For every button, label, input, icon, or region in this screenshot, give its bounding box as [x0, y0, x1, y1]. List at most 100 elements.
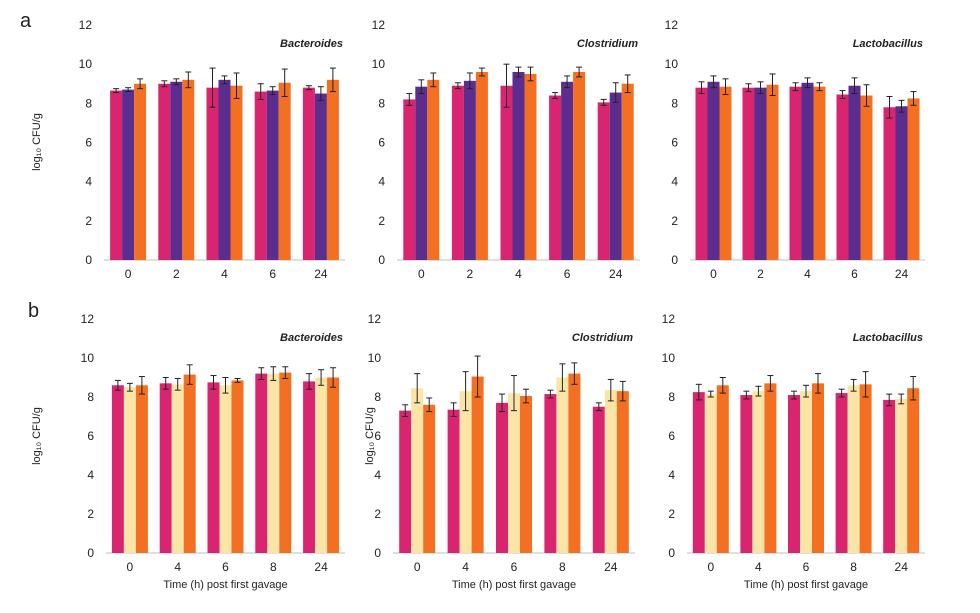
bar — [895, 398, 908, 553]
x-tick-label: 6 — [511, 560, 518, 574]
bar — [752, 391, 765, 553]
x-tick-label: 4 — [515, 267, 522, 281]
x-tick-label: 4 — [174, 560, 181, 574]
y-tick-label: 0 — [668, 546, 675, 560]
bar — [403, 99, 416, 261]
chart-title: Lactobacillus — [853, 332, 923, 344]
bar — [411, 388, 424, 553]
y-axis-label: log₁₀ CFU/g — [31, 407, 43, 465]
y-tick-label: 4 — [87, 468, 94, 482]
bar — [123, 387, 136, 553]
chart-title: Bacteroides — [280, 38, 343, 50]
y-tick-label: 2 — [85, 214, 92, 228]
bar — [135, 385, 148, 553]
bar — [561, 81, 574, 261]
x-tick-label: 0 — [414, 560, 421, 574]
bar — [218, 79, 231, 260]
y-tick-label: 0 — [374, 546, 381, 560]
bar — [278, 82, 291, 260]
bar — [314, 93, 327, 261]
bar — [266, 90, 279, 261]
x-tick-label: 24 — [314, 267, 328, 281]
bar — [158, 83, 171, 260]
chart-title: Clostridium — [577, 38, 638, 50]
x-tick-label: 24 — [604, 560, 618, 574]
bar — [544, 394, 557, 553]
bar — [447, 409, 460, 553]
bar — [549, 95, 562, 260]
y-tick-label: 8 — [87, 390, 94, 404]
bar — [302, 87, 315, 261]
x-axis-label: Time (h) post first gavage — [163, 579, 287, 591]
bar — [496, 402, 508, 553]
bar — [327, 377, 340, 553]
y-tick-label: 2 — [374, 507, 381, 521]
bar — [159, 383, 172, 553]
bar — [512, 72, 525, 260]
bar — [883, 399, 896, 553]
bar — [500, 85, 513, 260]
bar — [110, 90, 123, 261]
x-tick-label: 0 — [707, 560, 714, 574]
y-tick-label: 0 — [85, 253, 92, 267]
bar — [279, 372, 292, 553]
bar — [255, 373, 268, 553]
x-tick-label: 4 — [462, 560, 469, 574]
x-tick-label: 6 — [803, 560, 810, 574]
bar — [895, 106, 908, 260]
bar — [303, 381, 316, 553]
bar — [399, 410, 412, 553]
x-tick-label: 24 — [314, 560, 328, 574]
y-tick-label: 8 — [85, 96, 92, 110]
chart-title: Clostridium — [572, 332, 633, 344]
bar — [740, 395, 753, 553]
y-tick-label: 10 — [665, 57, 679, 71]
panel-letter-a: a — [20, 10, 32, 32]
bar — [716, 385, 729, 553]
y-tick-label: 2 — [668, 507, 675, 521]
x-tick-label: 6 — [851, 267, 858, 281]
y-tick-label: 2 — [87, 507, 94, 521]
bar — [812, 383, 824, 553]
y-tick-label: 0 — [671, 253, 678, 267]
y-tick-label: 10 — [368, 351, 382, 365]
x-tick-label: 4 — [755, 560, 762, 574]
bar — [695, 87, 708, 261]
bar — [847, 385, 860, 553]
bar — [907, 98, 920, 260]
bar — [206, 87, 219, 261]
bar — [267, 373, 280, 553]
x-tick-label: 0 — [125, 267, 132, 281]
y-axis-label: log₁₀ CFU/g — [31, 113, 43, 171]
x-tick-label: 2 — [173, 267, 180, 281]
bar — [568, 373, 581, 553]
y-tick-label: 12 — [372, 18, 386, 32]
bar — [524, 73, 537, 260]
bar — [621, 83, 634, 260]
x-tick-label: 24 — [895, 560, 909, 574]
chart-title: Lactobacillus — [853, 38, 923, 50]
bar — [800, 391, 812, 553]
panel-letter-b: b — [28, 300, 40, 322]
y-tick-label: 4 — [668, 468, 675, 482]
x-tick-label: 2 — [757, 267, 764, 281]
bar — [604, 390, 617, 553]
y-tick-label: 12 — [368, 312, 382, 326]
bar — [254, 91, 267, 260]
y-tick-label: 12 — [79, 18, 93, 32]
x-tick-label: 8 — [559, 560, 566, 574]
y-tick-label: 10 — [81, 351, 95, 365]
y-tick-label: 6 — [374, 429, 381, 443]
x-tick-label: 6 — [222, 560, 229, 574]
x-tick-label: 6 — [564, 267, 571, 281]
x-tick-label: 8 — [850, 560, 857, 574]
bar — [463, 80, 476, 260]
x-tick-label: 0 — [710, 267, 717, 281]
bar — [692, 392, 705, 553]
y-tick-label: 4 — [374, 468, 381, 482]
bar — [451, 85, 464, 260]
bar — [415, 86, 428, 260]
bar — [315, 377, 328, 553]
y-tick-label: 8 — [374, 390, 381, 404]
